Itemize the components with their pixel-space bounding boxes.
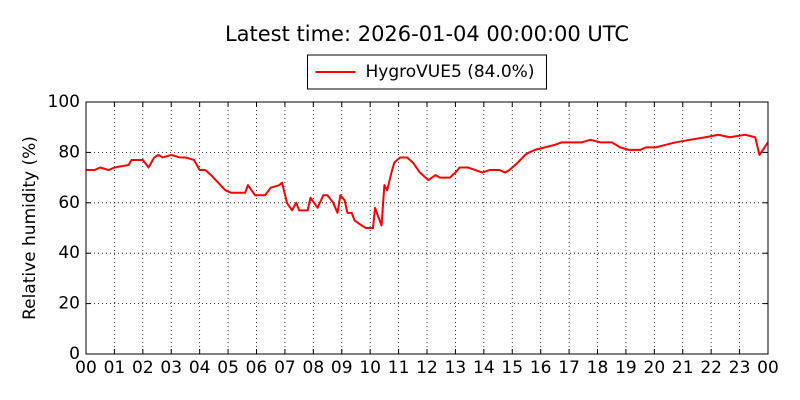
x-tick-label: 04	[189, 358, 211, 378]
y-tick-label: 20	[58, 294, 80, 314]
x-tick-label: 10	[359, 358, 381, 378]
y-tick-label: 80	[58, 142, 80, 162]
x-tick-label: 03	[160, 358, 182, 378]
x-tick-label: 05	[217, 358, 239, 378]
x-tick-label: 21	[672, 358, 694, 378]
x-tick-label: 07	[274, 358, 296, 378]
x-tick-label: 18	[587, 358, 609, 378]
x-tick-label: 00	[75, 358, 97, 378]
chart-title: Latest time: 2026-01-04 00:00:00 UTC	[225, 22, 629, 46]
x-tick-label: 02	[132, 358, 154, 378]
y-tick-label: 100	[48, 92, 80, 112]
plot-frame	[85, 101, 769, 355]
y-axis-label: Relative humidity (%)	[20, 136, 40, 320]
legend-label: HygroVUE5 (84.0%)	[366, 62, 535, 82]
x-tick-label: 20	[644, 358, 666, 378]
legend: HygroVUE5 (84.0%)	[307, 54, 547, 90]
x-tick-label: 08	[303, 358, 325, 378]
data-line	[86, 133, 769, 229]
y-tick-label: 60	[58, 193, 80, 213]
x-tick-label: 17	[558, 358, 580, 378]
x-tick-label: 14	[473, 358, 495, 378]
y-tick-label: 0	[69, 344, 80, 364]
x-tick-label: 13	[445, 358, 467, 378]
x-tick-label: 11	[388, 358, 410, 378]
x-tick-label: 15	[501, 358, 523, 378]
x-tick-label: 09	[331, 358, 353, 378]
y-tick-label: 40	[58, 243, 80, 263]
x-tick-label: 23	[729, 358, 751, 378]
x-tick-label: 16	[530, 358, 552, 378]
x-tick-label: 06	[246, 358, 268, 378]
x-tick-label: 19	[615, 358, 637, 378]
x-tick-label: 22	[700, 358, 722, 378]
x-tick-label: 01	[104, 358, 126, 378]
x-tick-label: 00	[757, 358, 779, 378]
x-tick-label: 12	[416, 358, 438, 378]
